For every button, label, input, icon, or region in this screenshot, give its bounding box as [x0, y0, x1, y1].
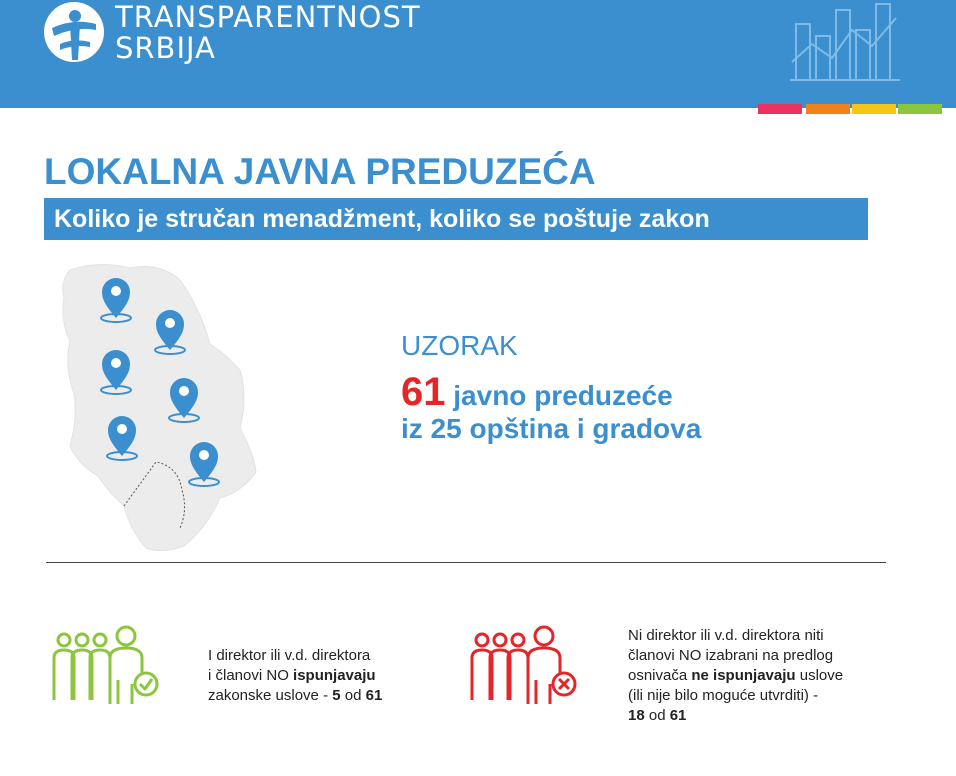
- accent-strip-pink: [758, 104, 802, 114]
- stat-compliant-line-3-text: zakonske uslove -: [208, 687, 333, 704]
- bar-chart-decoration-icon: [790, 3, 900, 81]
- brand-line-1: TRANSPARENTNOST: [115, 0, 421, 34]
- accent-strip-orange: [806, 104, 850, 114]
- sample-label: UZORAK: [401, 330, 518, 361]
- stat-noncompliant-total: 61: [669, 707, 687, 724]
- stat-compliant-total: 61: [365, 687, 383, 704]
- stat-noncompliant-line-3-tail: uslove: [795, 667, 844, 684]
- sample-count-line: 61 javno preduzeće: [401, 370, 673, 418]
- stat-noncompliant-line-5: 18 od 61: [628, 706, 928, 726]
- stat-noncompliant-text: Ni direktor ili v.d. direktora niti član…: [628, 626, 928, 726]
- accent-strip-green: [898, 104, 942, 114]
- stat-compliant-line-3: zakonske uslove - 5 od 61: [208, 686, 438, 706]
- sample-count-text: javno preduzeće: [445, 380, 673, 411]
- stat-noncompliant-line-2: članovi NO izabrani na predlog: [628, 647, 834, 664]
- brand-name: TRANSPARENTNOST SRBIJA: [115, 2, 421, 64]
- stat-compliant-number: 5: [332, 687, 341, 704]
- transparency-logo-icon: [44, 2, 104, 62]
- stat-noncompliant-emphasis: ne ispunjavaju: [691, 667, 796, 684]
- stat-compliant-line-2-text: i članovi NO: [208, 667, 294, 684]
- stat-compliant-emphasis: ispunjavaju: [293, 667, 376, 684]
- stat-noncompliant-line-3-text: osnivača: [628, 667, 692, 684]
- page-title: LOKALNA JAVNA PREDUZEĆA: [44, 151, 596, 192]
- brand-line-2: SRBIJA: [115, 31, 216, 65]
- stat-compliant-line-2: i članovi NO ispunjavaju: [208, 666, 438, 686]
- stat-compliant-line-1: I direktor ili v.d. direktora: [208, 647, 371, 664]
- sample-municipalities: iz 25 opština i gradova: [401, 413, 702, 444]
- stat-noncompliant-line-1: Ni direktor ili v.d. direktora niti: [628, 627, 824, 644]
- location-pins: [100, 278, 220, 487]
- people-check-icon: [52, 625, 159, 704]
- accent-strip-yellow: [852, 104, 896, 114]
- page-subtitle: Koliko je stručan menadžment, koliko se …: [44, 198, 868, 240]
- serbia-map-icon: [62, 264, 257, 552]
- stat-noncompliant-number: 18: [628, 707, 645, 724]
- stat-noncompliant-separator: od: [644, 707, 670, 724]
- people-x-icon: [470, 625, 577, 704]
- stat-compliant-text: I direktor ili v.d. direktora i članovi …: [208, 646, 438, 706]
- stat-compliant-separator: od: [340, 687, 366, 704]
- sample-count: 61: [401, 370, 446, 414]
- header-banner: TRANSPARENTNOST SRBIJA: [0, 0, 956, 108]
- stat-noncompliant-line-4: (ili nije bilo moguće utvrditi) -: [628, 687, 819, 704]
- stat-noncompliant-line-3: osnivača ne ispunjavaju uslove: [628, 666, 928, 686]
- section-divider: [46, 562, 886, 563]
